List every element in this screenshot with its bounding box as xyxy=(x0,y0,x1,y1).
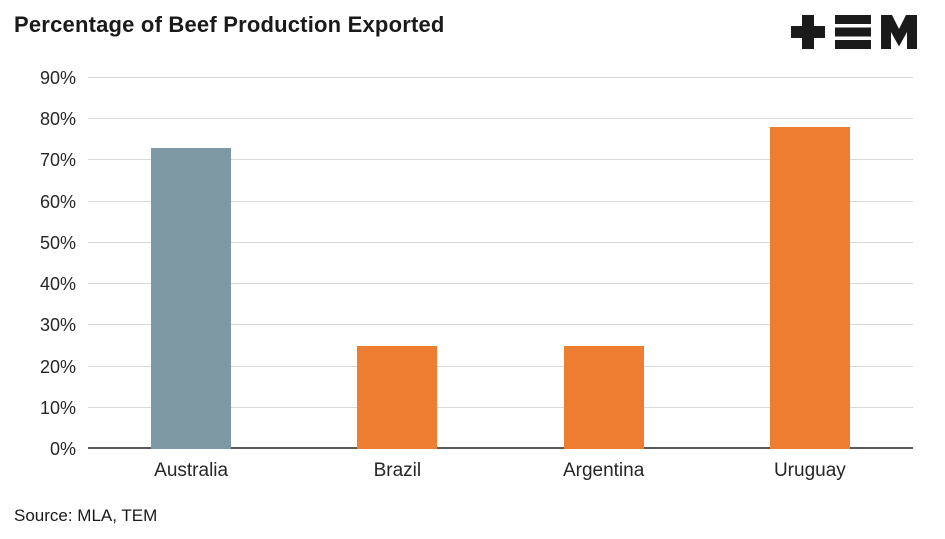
y-axis-tick-label: 80% xyxy=(39,109,76,130)
gridline xyxy=(88,241,913,243)
gridline xyxy=(88,77,913,78)
y-axis-tick-label: 10% xyxy=(39,397,76,418)
y-axis-tick-label: 0% xyxy=(49,439,76,459)
y-axis-tick-label: 70% xyxy=(39,150,76,171)
logo-bars-icon xyxy=(835,15,871,49)
bar-slot xyxy=(88,78,294,449)
gridline xyxy=(88,365,913,367)
y-axis-tick-label: 40% xyxy=(39,274,76,295)
x-axis-labels: Australia Brazil Argentina Uruguay xyxy=(88,460,913,492)
logo-plus-icon xyxy=(791,15,825,49)
bar-uruguay xyxy=(769,127,850,449)
x-axis-label-uruguay: Uruguay xyxy=(773,460,846,481)
bar-argentina xyxy=(563,345,644,449)
x-axis-label-australia: Australia xyxy=(154,460,229,481)
gridline xyxy=(88,200,913,202)
gridline xyxy=(88,118,913,120)
bars-container xyxy=(88,78,913,449)
source-note: Source: MLA, TEM xyxy=(14,506,158,525)
plot-area: 0% 10% 20% 30% 40% 50% 60% 70% 80% 90% xyxy=(40,69,913,458)
gridline xyxy=(88,406,913,408)
bar-slot xyxy=(294,78,500,449)
y-axis-tick-label: 20% xyxy=(39,356,76,377)
x-axis-label-brazil: Brazil xyxy=(373,460,422,481)
x-axis-label-argentina: Argentina xyxy=(562,460,645,481)
y-axis-tick-label: 50% xyxy=(39,232,76,253)
y-axis-tick-label: 90% xyxy=(39,68,76,88)
gridline xyxy=(88,324,913,326)
y-axis-tick-label: 30% xyxy=(39,315,76,336)
y-axis-tick-label: 60% xyxy=(39,191,76,212)
bar-slot xyxy=(501,78,707,449)
logo-m-icon xyxy=(881,15,917,49)
plot-wrap: 0% 10% 20% 30% 40% 50% 60% 70% 80% 90% xyxy=(40,69,913,458)
bar-slot xyxy=(707,78,913,449)
bar-australia xyxy=(151,148,232,449)
gridline xyxy=(88,283,913,285)
chart-title: Percentage of Beef Production Exported xyxy=(14,12,445,37)
tem-logo-icon xyxy=(791,15,917,49)
gridline xyxy=(88,159,913,161)
bar-brazil xyxy=(357,345,438,449)
